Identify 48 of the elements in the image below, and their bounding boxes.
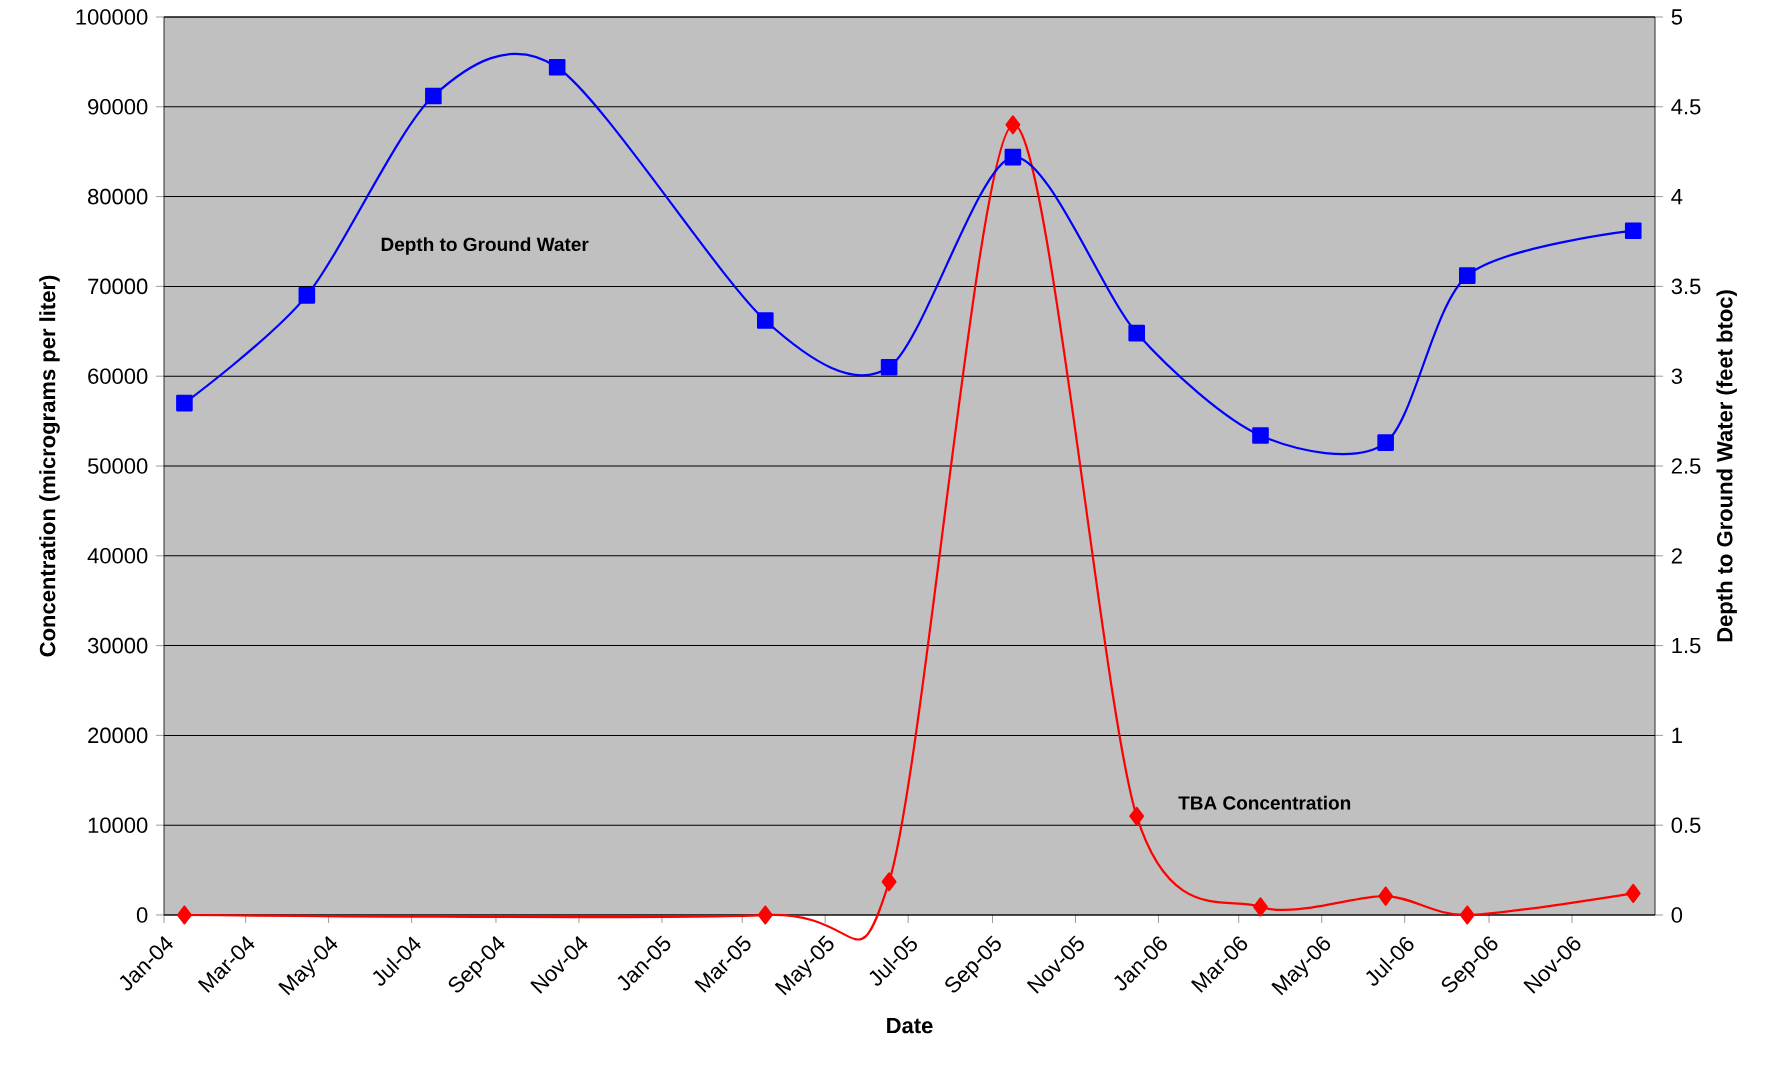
y-tick-label: 40000 [87, 548, 148, 564]
y2-tick-label: 3.5 [1671, 278, 1701, 295]
x-axis-title: Date [887, 1018, 933, 1034]
point [176, 394, 193, 412]
point [1005, 115, 1021, 135]
y2-tick-label: 4.5 [1671, 99, 1701, 115]
y2-tick-label: 4 [1671, 189, 1683, 205]
y-tick-label: 10000 [88, 817, 148, 833]
y2-tick-label: 0 [1671, 907, 1683, 923]
point [1378, 886, 1394, 906]
y2-tick-label: 2.5 [1671, 458, 1701, 474]
y2-tick-label: 3 [1671, 368, 1683, 384]
point [1253, 897, 1268, 917]
point [1252, 427, 1269, 444]
y-tick-label: 100000 [76, 9, 148, 25]
y2-tick-label: 1 [1672, 727, 1682, 743]
point [1624, 222, 1642, 240]
point [881, 872, 897, 892]
point [425, 87, 442, 105]
point [880, 358, 898, 376]
y-tick-label: 30000 [87, 637, 148, 654]
point [1377, 434, 1394, 451]
point [1625, 883, 1641, 903]
y-tick-label: 60000 [88, 368, 148, 384]
y-tick-label: 80000 [88, 188, 148, 205]
y-tick-label: 0 [136, 907, 148, 923]
y2-tick-label: 0.5 [1671, 817, 1701, 833]
point [1128, 324, 1145, 342]
series-label: Depth to Ground Water [381, 237, 589, 255]
y-tick-label: 90000 [88, 99, 148, 115]
y-axis-title: Concentration (micrograms per liter) [39, 275, 60, 657]
y2-axis-title: Depth to Ground Water (feet btoc) [1716, 290, 1737, 642]
point [548, 58, 566, 76]
point [177, 905, 192, 925]
point [1004, 148, 1022, 166]
point [1459, 905, 1475, 925]
series-label: TBA Concentration [1178, 795, 1351, 810]
y-tick-label: 20000 [88, 727, 148, 744]
y-tick-label: 50000 [87, 458, 148, 474]
point [757, 312, 774, 329]
point [1458, 267, 1476, 284]
point [1129, 806, 1145, 826]
y2-tick-label: 5 [1671, 9, 1683, 25]
point [757, 905, 773, 925]
y2-tick-label: 2 [1671, 548, 1682, 564]
y-tick-label: 70000 [88, 278, 148, 295]
y2-tick-label: 1.5 [1672, 637, 1701, 654]
point [298, 287, 316, 304]
